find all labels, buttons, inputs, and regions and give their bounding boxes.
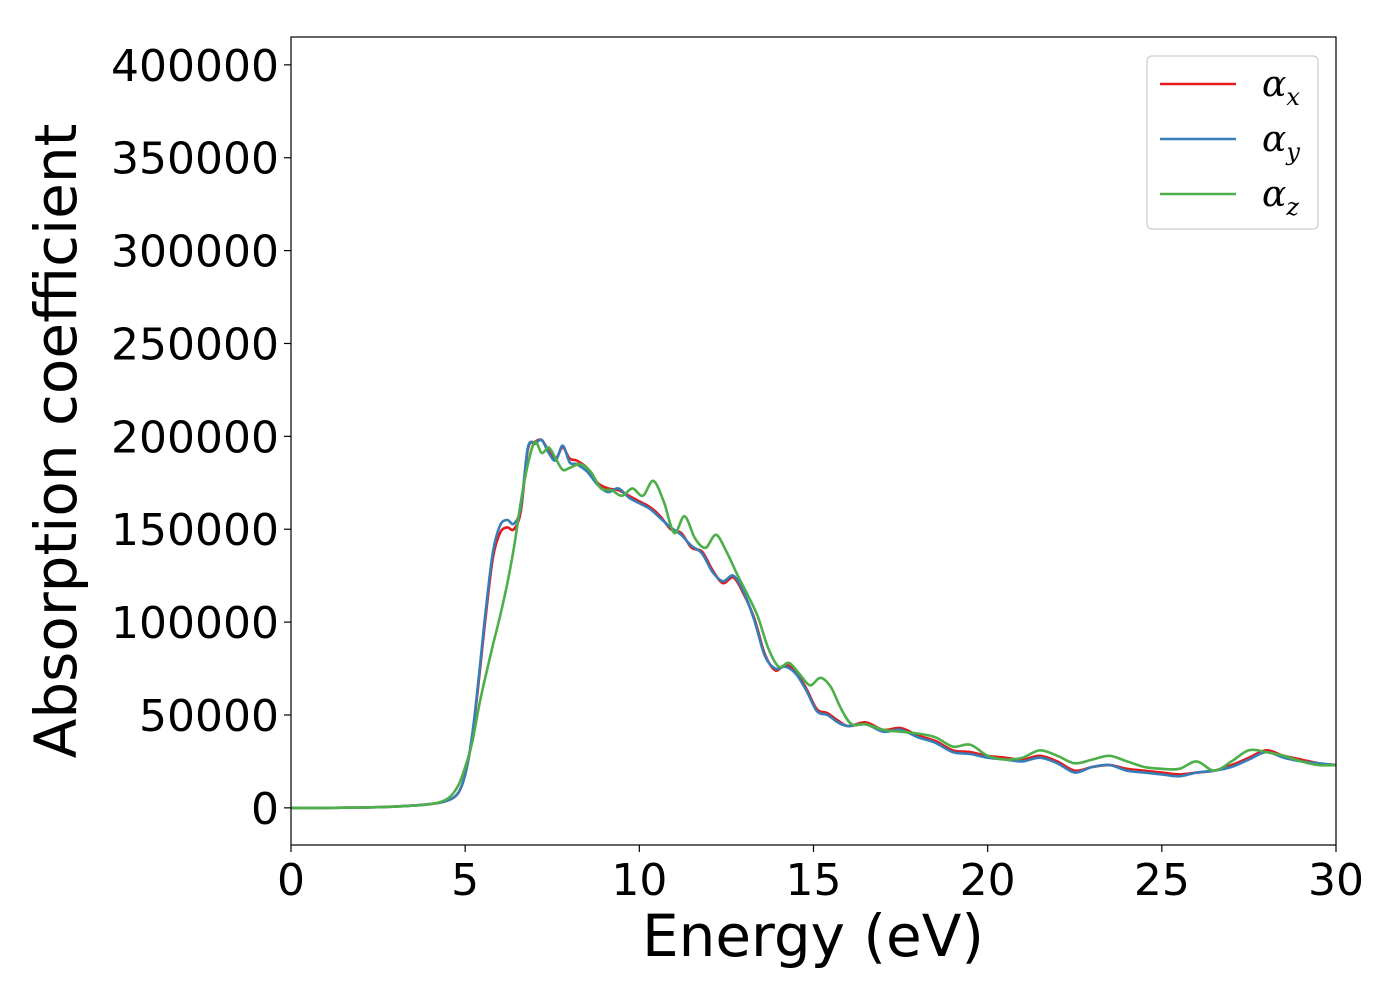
y-tick-label: 0 — [251, 784, 279, 835]
x-tick-label: 10 — [611, 855, 667, 906]
x-axis-title: Energy (eV) — [642, 902, 984, 970]
x-tick-label: 15 — [786, 855, 842, 906]
x-tick-label: 25 — [1134, 855, 1190, 906]
y-tick-label: 400000 — [111, 41, 279, 92]
legend-symbol: α — [1262, 64, 1286, 105]
y-tick-label: 200000 — [111, 412, 279, 463]
x-tick-label: 20 — [960, 855, 1016, 906]
legend-label-y: αy — [1262, 119, 1300, 166]
x-tick-label: 0 — [277, 855, 305, 906]
legend-symbol: α — [1262, 174, 1286, 215]
legend-subscript: z — [1285, 193, 1299, 221]
series-line-y — [291, 438, 1336, 810]
y-tick-label: 50000 — [139, 691, 279, 742]
plot-area — [291, 438, 1336, 810]
y-tick-label: 300000 — [111, 227, 279, 278]
y-axis-title: Absorption coefficient — [22, 124, 90, 759]
x-axis: 0 5 10 15 20 25 30 — [277, 845, 1364, 906]
x-tick-label: 5 — [451, 855, 479, 906]
legend-subscript: x — [1286, 83, 1300, 111]
y-tick-label: 350000 — [111, 134, 279, 185]
x-tick-label: 30 — [1308, 855, 1364, 906]
legend-symbol: α — [1262, 119, 1286, 160]
series-line-x — [291, 438, 1336, 810]
y-tick-label: 100000 — [111, 598, 279, 649]
y-axis: 0 50000 100000 150000 200000 250000 300000 3500… — [111, 41, 291, 835]
legend-label-z: αz — [1262, 174, 1299, 221]
legend-frame — [1146, 55, 1319, 230]
legend-subscript: y — [1285, 138, 1300, 166]
y-tick-label: 250000 — [111, 319, 279, 370]
y-tick-label: 150000 — [111, 505, 279, 556]
series-line-z — [291, 440, 1336, 810]
legend-label-x: αx — [1262, 64, 1300, 111]
